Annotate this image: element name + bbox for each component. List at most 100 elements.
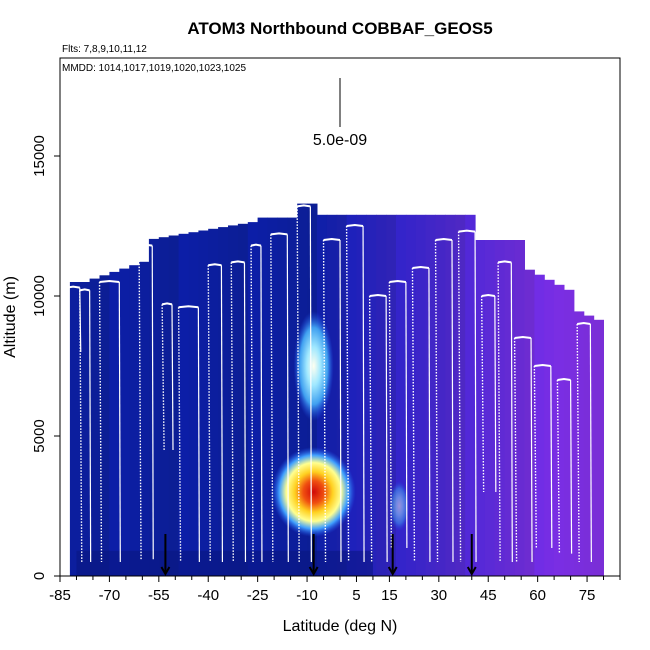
- heatmap-cell: [76, 550, 373, 576]
- flight-track-descent: [533, 365, 538, 549]
- flight-track-descent: [497, 262, 501, 563]
- profile-arrow-head: [308, 566, 319, 577]
- flight-track-level: [250, 243, 262, 247]
- heatmap-cell: [475, 240, 486, 576]
- y-tick-label: 5000: [31, 419, 48, 452]
- flight-track-level: [270, 232, 288, 236]
- flight-track-climb: [286, 234, 289, 563]
- flight-track-climb: [309, 206, 312, 563]
- flight-track-level: [481, 293, 495, 297]
- flight-track-level: [231, 260, 245, 264]
- y-tick-label: 15000: [31, 135, 48, 177]
- flight-track-climb: [151, 245, 154, 560]
- flight-track-climb: [79, 287, 82, 353]
- heatmap-cell: [89, 278, 100, 576]
- x-axis: -85 -70 -55 -40 -25 -10 5 15 30 45 60 75: [49, 575, 621, 604]
- heatmap-cell: [593, 319, 604, 576]
- flight-track-descent: [270, 234, 274, 563]
- flight-track-descent: [556, 379, 561, 554]
- heatmap-cell: [198, 230, 209, 576]
- heatmap-cell: [455, 214, 466, 577]
- flight-track-level: [435, 237, 453, 241]
- flight-track-descent: [480, 295, 485, 493]
- x-axis-label: Latitude (deg N): [283, 618, 398, 635]
- heatmap-cell: [366, 214, 377, 577]
- flight-track-layer: [65, 204, 592, 563]
- heatmap-cell: [465, 214, 476, 577]
- heatmap-cell: [405, 214, 417, 577]
- flight-track-descent: [161, 304, 165, 451]
- heatmap-cell: [435, 214, 446, 577]
- flight-track-climb: [220, 265, 224, 563]
- x-tick-label: 75: [579, 587, 596, 604]
- flight-track-climb: [494, 295, 497, 493]
- heatmap-cell: [208, 228, 219, 577]
- flight-track-climb: [451, 239, 454, 563]
- flight-track-climb: [385, 295, 388, 563]
- heatmap-cell: [218, 227, 229, 576]
- profile-arrow-head: [387, 566, 398, 577]
- heatmap-cell: [376, 214, 387, 577]
- flight-track-descent: [322, 239, 327, 563]
- x-tick-label: -10: [296, 587, 318, 604]
- flight-track-level: [323, 237, 341, 241]
- flight-track-level: [178, 305, 199, 309]
- flight-track-descent: [345, 225, 350, 563]
- heatmap-cell: [287, 217, 298, 576]
- heatmap-cell: [484, 240, 496, 576]
- flight-track-climb: [118, 281, 121, 563]
- flight-track-climb: [569, 379, 573, 554]
- x-tick-label: -55: [148, 587, 170, 604]
- flight-track-level: [577, 321, 591, 325]
- y-tick-label: 10000: [31, 275, 48, 317]
- heatmap-cell: [69, 282, 81, 576]
- heatmap-cell: [148, 238, 160, 576]
- flight-track-descent: [138, 245, 142, 560]
- heatmap-cell: [504, 240, 516, 576]
- flight-track-descent: [411, 267, 416, 563]
- flight-track-level: [138, 243, 153, 247]
- heatmap-cell: [396, 214, 407, 577]
- heatmap-cell: [425, 214, 436, 577]
- heatmap-cell: [119, 268, 130, 576]
- heatmap-cell: [445, 214, 456, 577]
- x-tick-label: -40: [197, 587, 219, 604]
- flight-track-climb: [171, 304, 174, 451]
- scale-label: 5.0e-09: [313, 132, 367, 149]
- flight-track-level: [346, 223, 364, 227]
- flight-track-climb: [530, 337, 533, 563]
- heatmap-cell: [356, 214, 367, 577]
- heatmap-cell: [267, 217, 278, 576]
- flight-track-level: [161, 302, 173, 306]
- flight-track-climb: [260, 245, 263, 563]
- flight-track-descent: [177, 307, 182, 563]
- x-tick-label: 5: [352, 587, 360, 604]
- flights-label: Flts: 7,8,9,10,11,12: [62, 44, 147, 55]
- flight-track-descent: [576, 323, 580, 563]
- x-tick-label: -85: [49, 587, 71, 604]
- heatmap-cell: [415, 214, 427, 577]
- heatmap-cell: [514, 240, 525, 576]
- flight-track-climb: [428, 267, 431, 563]
- heatmap-cell: [168, 235, 180, 576]
- flight-track-level: [514, 335, 532, 339]
- flight-track-climb: [339, 239, 342, 563]
- heatmap-cell: [524, 269, 535, 576]
- flight-track-level: [208, 263, 222, 267]
- heatmap-cell: [178, 233, 189, 577]
- heatmap-cell: [139, 261, 150, 576]
- flight-track-descent: [296, 206, 300, 563]
- profile-arrow-head: [160, 566, 171, 577]
- flight-track-level: [412, 265, 430, 269]
- flight-track-climb: [405, 281, 408, 549]
- upper-enhancement: [293, 311, 334, 421]
- minor-enhancement: [389, 481, 410, 531]
- heatmap-cell: [109, 271, 120, 576]
- heatmap-cell: [386, 214, 397, 577]
- y-axis: 0 5000 10000 15000: [31, 58, 61, 580]
- flight-track-descent: [207, 265, 211, 563]
- heatmap-cell: [564, 289, 575, 576]
- flight-track-level: [557, 377, 571, 381]
- x-tick-label: 45: [480, 587, 497, 604]
- flight-track-descent: [513, 337, 518, 563]
